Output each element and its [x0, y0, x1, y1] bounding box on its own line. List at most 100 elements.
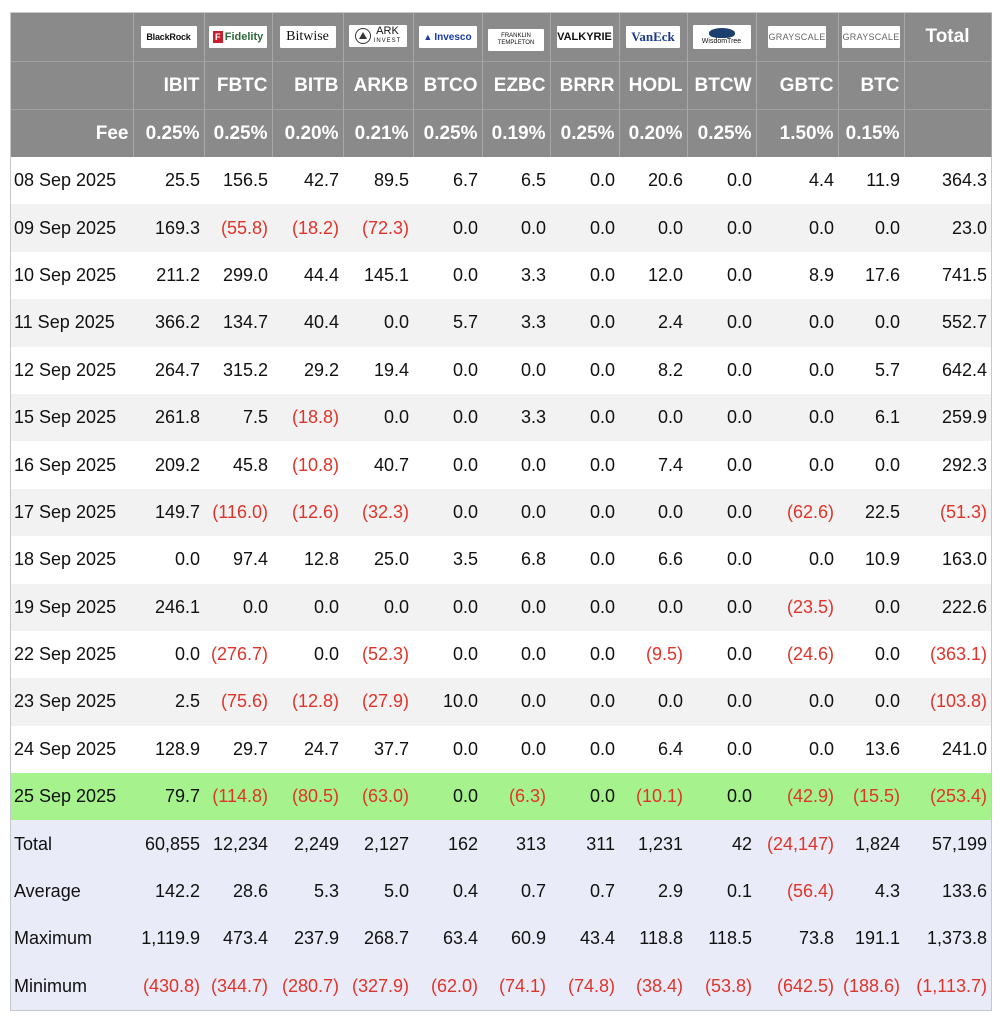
flow-value-cell: 0.0 — [272, 630, 343, 679]
flow-value-cell: 0.0 — [550, 157, 619, 205]
flow-value-cell: 0.0 — [413, 251, 482, 300]
flow-value-cell: 0.0 — [413, 630, 482, 679]
flow-value-cell: 0.0 — [550, 346, 619, 394]
flow-value-cell: 0.0 — [619, 678, 687, 726]
flow-value-cell: 315.2 — [204, 346, 272, 394]
flow-value-cell: 0.4 — [413, 867, 482, 916]
flow-value-cell: 40.7 — [343, 441, 413, 489]
ticker-cell: BITB — [272, 61, 344, 110]
date-cell: 22 Sep 2025 — [11, 630, 133, 679]
flow-value-cell: 43.4 — [550, 915, 619, 963]
fee-cell: 0.15% — [838, 109, 905, 157]
fidelity-f-icon: F — [212, 31, 223, 43]
row-total-cell: (253.4) — [904, 773, 991, 821]
table-row: 23 Sep 2025 2.5 (75.6) (12.8) (27.9) 10.0 0.0 0… — [11, 678, 991, 726]
flow-value-cell: 0.0 — [756, 536, 838, 584]
flow-value-cell: 0.0 — [756, 725, 838, 774]
flow-value-cell: (12.6) — [272, 488, 343, 537]
row-total-cell: (103.8) — [904, 678, 991, 726]
flow-value-cell: 0.0 — [687, 725, 756, 774]
flow-value-cell: (72.3) — [343, 204, 413, 252]
flow-value-cell: 0.0 — [133, 536, 204, 584]
fee-cell: 0.20% — [619, 109, 688, 157]
row-total-cell: (1,113.7) — [904, 962, 991, 1011]
flow-value-cell: 0.0 — [550, 630, 619, 679]
flow-value-cell: (114.8) — [204, 773, 272, 821]
table-row: 09 Sep 2025 169.3 (55.8) (18.2) (72.3) 0.0 0.0… — [11, 204, 991, 252]
flow-value-cell: 6.8 — [482, 536, 550, 584]
table-row: 19 Sep 2025 246.1 0.0 0.0 0.0 0.0 0.0 0.0 0.0 0.0… — [11, 583, 991, 631]
flow-value-cell: 4.3 — [838, 867, 904, 916]
flow-value-cell: 0.0 — [343, 393, 413, 442]
table-row: 18 Sep 2025 0.0 97.4 12.8 25.0 3.5 6.8 0.0 6.6 0.… — [11, 536, 991, 584]
date-cell: 15 Sep 2025 — [11, 393, 133, 442]
flow-value-cell: 89.5 — [343, 157, 413, 205]
flow-value-cell: 473.4 — [204, 915, 272, 963]
flow-value-cell: 0.0 — [550, 204, 619, 252]
table-row: 15 Sep 2025 261.8 7.5 (18.8) 0.0 0.0 3.3 0.0 0.0… — [11, 393, 991, 442]
flow-value-cell: 264.7 — [133, 346, 204, 394]
row-total-cell: 741.5 — [904, 251, 991, 300]
flow-value-cell: 0.0 — [550, 583, 619, 631]
flow-value-cell: 0.0 — [838, 204, 904, 252]
date-cell: 23 Sep 2025 — [11, 678, 133, 726]
date-cell: 09 Sep 2025 — [11, 204, 133, 252]
flow-value-cell: 0.0 — [838, 299, 904, 347]
summary-label: Minimum — [11, 962, 133, 1011]
flow-value-cell: 0.0 — [482, 630, 550, 679]
flow-value-cell: (18.2) — [272, 204, 343, 252]
row-total-cell: 133.6 — [904, 867, 991, 916]
flow-value-cell: 0.0 — [687, 583, 756, 631]
flow-value-cell: 63.4 — [413, 915, 482, 963]
flow-value-cell: 7.5 — [204, 393, 272, 442]
flow-value-cell: 17.6 — [838, 251, 904, 300]
flow-value-cell: 169.3 — [133, 204, 204, 252]
flow-value-cell: 45.8 — [204, 441, 272, 489]
flow-value-cell: 0.0 — [756, 678, 838, 726]
flow-value-cell: (24,147) — [756, 820, 838, 868]
flow-value-cell: (430.8) — [133, 962, 204, 1011]
flow-value-cell: 149.7 — [133, 488, 204, 537]
flow-value-cell: 0.0 — [343, 299, 413, 347]
fee-cell: 0.25% — [687, 109, 757, 157]
flow-value-cell: 0.0 — [838, 630, 904, 679]
summary-section: Total 60,855 12,234 2,249 2,127 162 313 311 1,23… — [11, 820, 991, 1011]
summary-row: Minimum (430.8) (344.7) (280.7) (327.9) (62.0… — [11, 962, 991, 1011]
flow-value-cell: 11.9 — [838, 157, 904, 205]
row-total-cell: (363.1) — [904, 630, 991, 679]
flow-value-cell: 3.3 — [482, 393, 550, 442]
fee-cell: 0.25% — [204, 109, 273, 157]
flow-value-cell: 73.8 — [756, 915, 838, 963]
grayscale-logo: GRAYSCALE — [768, 26, 826, 48]
fidelity-logo: F Fidelity — [209, 26, 267, 48]
flow-value-cell: 142.2 — [133, 867, 204, 916]
row-total-cell: 259.9 — [904, 393, 991, 442]
flow-value-cell: 0.0 — [413, 346, 482, 394]
flow-value-cell: (63.0) — [343, 773, 413, 821]
ark-triangle-icon — [354, 28, 371, 44]
row-total-cell: 292.3 — [904, 441, 991, 489]
table-row: 16 Sep 2025 209.2 45.8 (10.8) 40.7 0.0 0.0 0.0 7… — [11, 441, 991, 489]
flow-value-cell: 37.7 — [343, 725, 413, 774]
flow-value-cell: 118.5 — [687, 915, 756, 963]
flow-value-cell: 2.5 — [133, 678, 204, 726]
flow-value-cell: 2,127 — [343, 820, 413, 868]
flow-value-cell: 0.0 — [550, 536, 619, 584]
flow-value-cell: 0.0 — [413, 725, 482, 774]
table-row: 22 Sep 2025 0.0 (276.7) 0.0 (52.3) 0.0 0.0 0.0(… — [11, 630, 991, 679]
table-row: 08 Sep 2025 25.5 156.5 42.7 89.5 6.7 6.5 0.0 20.… — [11, 157, 991, 205]
flow-value-cell: 0.0 — [687, 251, 756, 300]
flow-value-cell: 237.9 — [272, 915, 343, 963]
etf-flow-table: BlackRock F Fidelity Bitwise ARK INVEST ▲ I… — [11, 13, 992, 1011]
date-cell: 08 Sep 2025 — [11, 157, 133, 205]
flow-value-cell: 366.2 — [133, 299, 204, 347]
flow-value-cell: 0.0 — [838, 441, 904, 489]
flow-value-cell: 0.0 — [687, 393, 756, 442]
flow-value-cell: 0.0 — [838, 583, 904, 631]
flow-value-cell: 0.0 — [687, 299, 756, 347]
fee-cell: 0.21% — [343, 109, 414, 157]
vaneck-logo: VanEck — [626, 26, 680, 48]
flow-value-cell: 0.0 — [482, 678, 550, 726]
date-cell: 17 Sep 2025 — [11, 488, 133, 537]
ticker-cell: HODL — [619, 61, 688, 110]
